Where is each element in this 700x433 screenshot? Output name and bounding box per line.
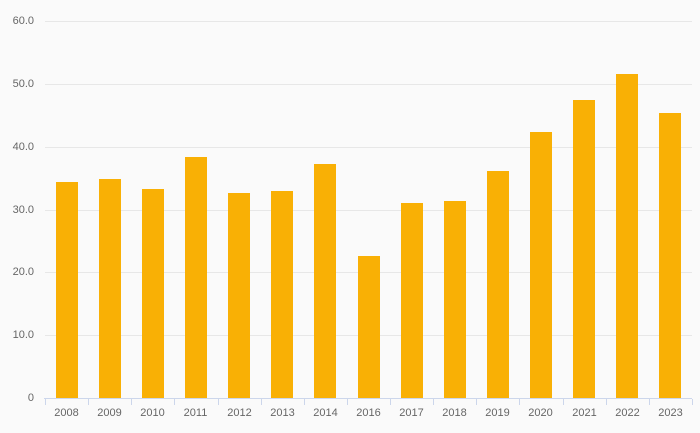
x-axis-tick	[347, 399, 348, 405]
y-gridline	[45, 83, 692, 85]
bar-2018[interactable]	[444, 200, 466, 398]
bar-2019[interactable]	[487, 170, 509, 398]
bar-2009[interactable]	[99, 178, 121, 398]
x-axis-label-2011: 2011	[183, 407, 208, 419]
x-axis-tick	[45, 399, 46, 405]
x-axis-tick	[606, 399, 607, 405]
y-axis-tick-label: 0	[27, 392, 34, 404]
x-axis-label-2009: 2009	[97, 407, 122, 419]
x-axis-tick	[174, 399, 175, 405]
y-axis-tick-label: 50.0	[12, 77, 34, 90]
x-axis-tick	[519, 399, 520, 405]
x-axis-tick	[88, 399, 89, 405]
bar-2011[interactable]	[185, 157, 207, 398]
bar-2021[interactable]	[573, 99, 595, 398]
x-axis-tick	[476, 399, 477, 405]
x-axis-label-2019: 2019	[485, 407, 510, 419]
x-axis-label-2022: 2022	[615, 407, 640, 419]
x-axis-tick	[131, 399, 132, 405]
x-axis-tick	[433, 399, 434, 405]
x-axis-label-2021: 2021	[572, 407, 597, 419]
x-axis-tick	[261, 399, 262, 405]
x-axis-label-2012: 2012	[227, 407, 252, 419]
bar-2017[interactable]	[401, 202, 423, 398]
x-axis-tick	[692, 399, 693, 405]
x-axis-label-2018: 2018	[442, 407, 467, 419]
y-axis-tick-label: 30.0	[12, 203, 34, 216]
bar-2014[interactable]	[314, 164, 336, 398]
bar-2022[interactable]	[616, 73, 638, 398]
x-axis-tick	[218, 399, 219, 405]
bar-2010[interactable]	[142, 188, 164, 398]
y-axis-tick-label: 60.0	[12, 15, 34, 27]
x-axis-label-2020: 2020	[528, 407, 553, 419]
x-axis-label-2008: 2008	[54, 407, 79, 419]
bar-2016[interactable]	[358, 255, 380, 398]
bar-2023[interactable]	[659, 112, 681, 398]
x-axis-label-2016: 2016	[356, 407, 381, 419]
x-axis-tick	[304, 399, 305, 405]
bar-2013[interactable]	[271, 190, 293, 398]
y-axis-tick-label: 20.0	[12, 266, 34, 279]
x-axis-label-2017: 2017	[399, 407, 424, 419]
bar-2008[interactable]	[56, 181, 78, 398]
bar-2020[interactable]	[530, 132, 552, 398]
y-gridline	[45, 21, 692, 22]
x-axis-label-2010: 2010	[140, 407, 165, 419]
x-axis-label-2014: 2014	[313, 407, 338, 419]
y-axis-tick-label: 40.0	[12, 140, 34, 153]
x-axis-line	[44, 398, 692, 399]
x-axis-label-2013: 2013	[270, 407, 295, 419]
x-axis-tick	[649, 399, 650, 405]
y-axis-tick-label: 10.0	[12, 329, 34, 342]
x-axis-tick	[390, 399, 391, 405]
x-axis-tick	[563, 399, 564, 405]
x-axis-label-2023: 2023	[658, 407, 683, 419]
bar-2012[interactable]	[228, 192, 250, 398]
